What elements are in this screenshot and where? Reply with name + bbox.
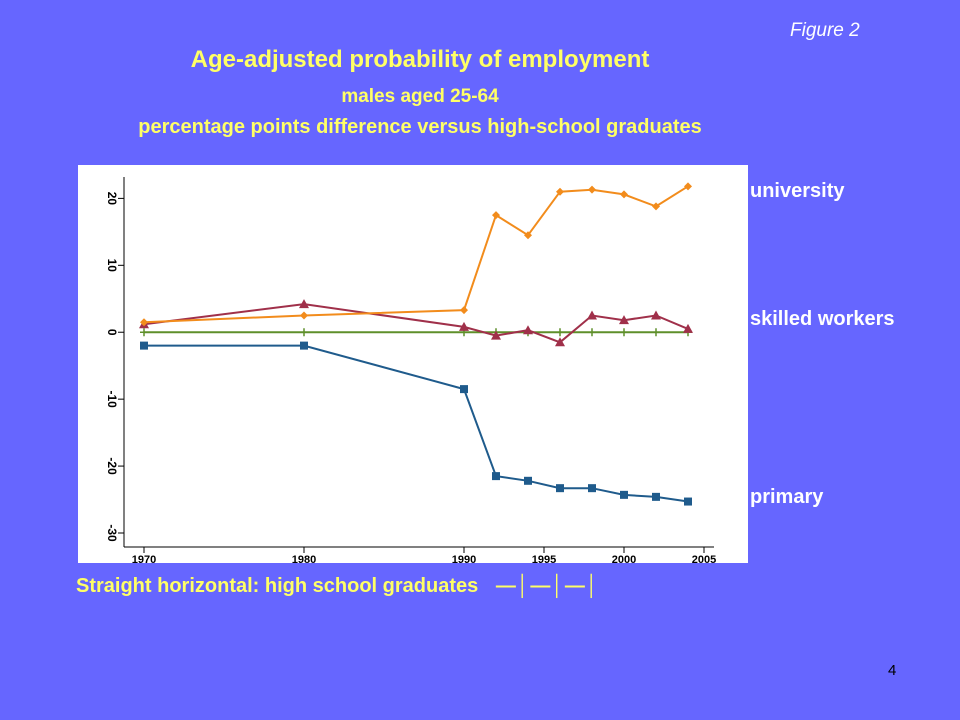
data-point-triangle	[555, 337, 565, 347]
data-point-square	[524, 476, 532, 485]
data-point-plus	[652, 328, 660, 337]
data-point-diamond	[460, 306, 468, 315]
data-point-square	[300, 341, 308, 350]
data-point-triangle	[619, 315, 629, 325]
data-point-triangle	[683, 323, 693, 333]
y-tick-label: -10	[105, 390, 119, 408]
data-point-plus	[140, 328, 148, 337]
data-point-plus	[556, 328, 564, 337]
x-tick-label: 1990	[452, 554, 476, 563]
y-tick-label: -20	[105, 457, 119, 475]
data-point-square	[460, 385, 468, 394]
data-point-diamond	[140, 318, 148, 327]
data-point-square	[492, 472, 500, 481]
data-point-triangle	[491, 330, 501, 340]
data-point-triangle	[299, 299, 309, 309]
legend-label-primary: primary	[750, 486, 824, 508]
x-tick-label: 1980	[292, 554, 316, 563]
x-tick-label: 2000	[612, 554, 636, 563]
data-point-diamond	[652, 202, 660, 211]
legend-label-skilled-workers: skilled workers	[750, 308, 895, 330]
chart-subtitle-2: percentage points difference versus high…	[138, 116, 702, 138]
data-point-square	[652, 492, 660, 501]
data-point-diamond	[300, 311, 308, 320]
line-chart: -30 -20 -10 0 10 20 1970 1980 1990 1995 2000 2005	[105, 177, 716, 566]
high-school-marker-sample: —│—│—│	[495, 575, 600, 597]
data-point-diamond	[524, 231, 532, 240]
bottom-note-text: Straight horizontal: high school graduat…	[76, 575, 479, 597]
legend-label-university: university	[750, 180, 845, 202]
data-point-triangle	[459, 321, 469, 331]
data-point-diamond	[492, 211, 500, 220]
data-point-diamond	[620, 190, 628, 199]
data-point-plus	[620, 328, 628, 337]
data-point-square	[684, 497, 692, 506]
data-point-square	[140, 341, 148, 350]
data-point-square	[620, 490, 628, 499]
series-line	[143, 185, 689, 324]
figure-label: Figure 2	[790, 20, 860, 41]
series-line	[143, 303, 689, 344]
chart-title: Age-adjusted probability of employment	[190, 46, 650, 73]
y-tick-label: -30	[105, 524, 119, 542]
series-skilled-workers	[139, 299, 693, 347]
data-point-plus	[588, 328, 596, 337]
data-point-triangle	[587, 310, 597, 320]
data-point-square	[588, 484, 596, 493]
page-number: 4	[888, 662, 897, 679]
series-high-school-graduates	[140, 328, 692, 337]
y-tick-label: 20	[105, 192, 119, 206]
series-line	[144, 344, 689, 503]
data-point-triangle	[651, 310, 661, 320]
data-point-square	[556, 484, 564, 493]
series-primary	[140, 341, 692, 506]
data-point-diamond	[684, 182, 692, 191]
x-tick-label: 1995	[532, 554, 556, 563]
y-tick-label: 0	[105, 329, 119, 336]
plot-area: -30 -20 -10 0 10 20 1970 1980 1990 1995 2000 2005	[78, 165, 748, 566]
bottom-note: Straight horizontal: high school graduat…	[76, 575, 599, 598]
x-tick-label: 1970	[132, 554, 156, 563]
data-point-diamond	[588, 185, 596, 194]
data-point-triangle	[523, 325, 533, 335]
x-tick-label: 2005	[692, 554, 716, 563]
series-university	[140, 182, 692, 327]
y-tick-label: 10	[105, 259, 119, 273]
data-point-diamond	[556, 187, 564, 196]
chart-subtitle: males aged 25-64	[341, 86, 499, 107]
data-point-plus	[300, 328, 308, 337]
